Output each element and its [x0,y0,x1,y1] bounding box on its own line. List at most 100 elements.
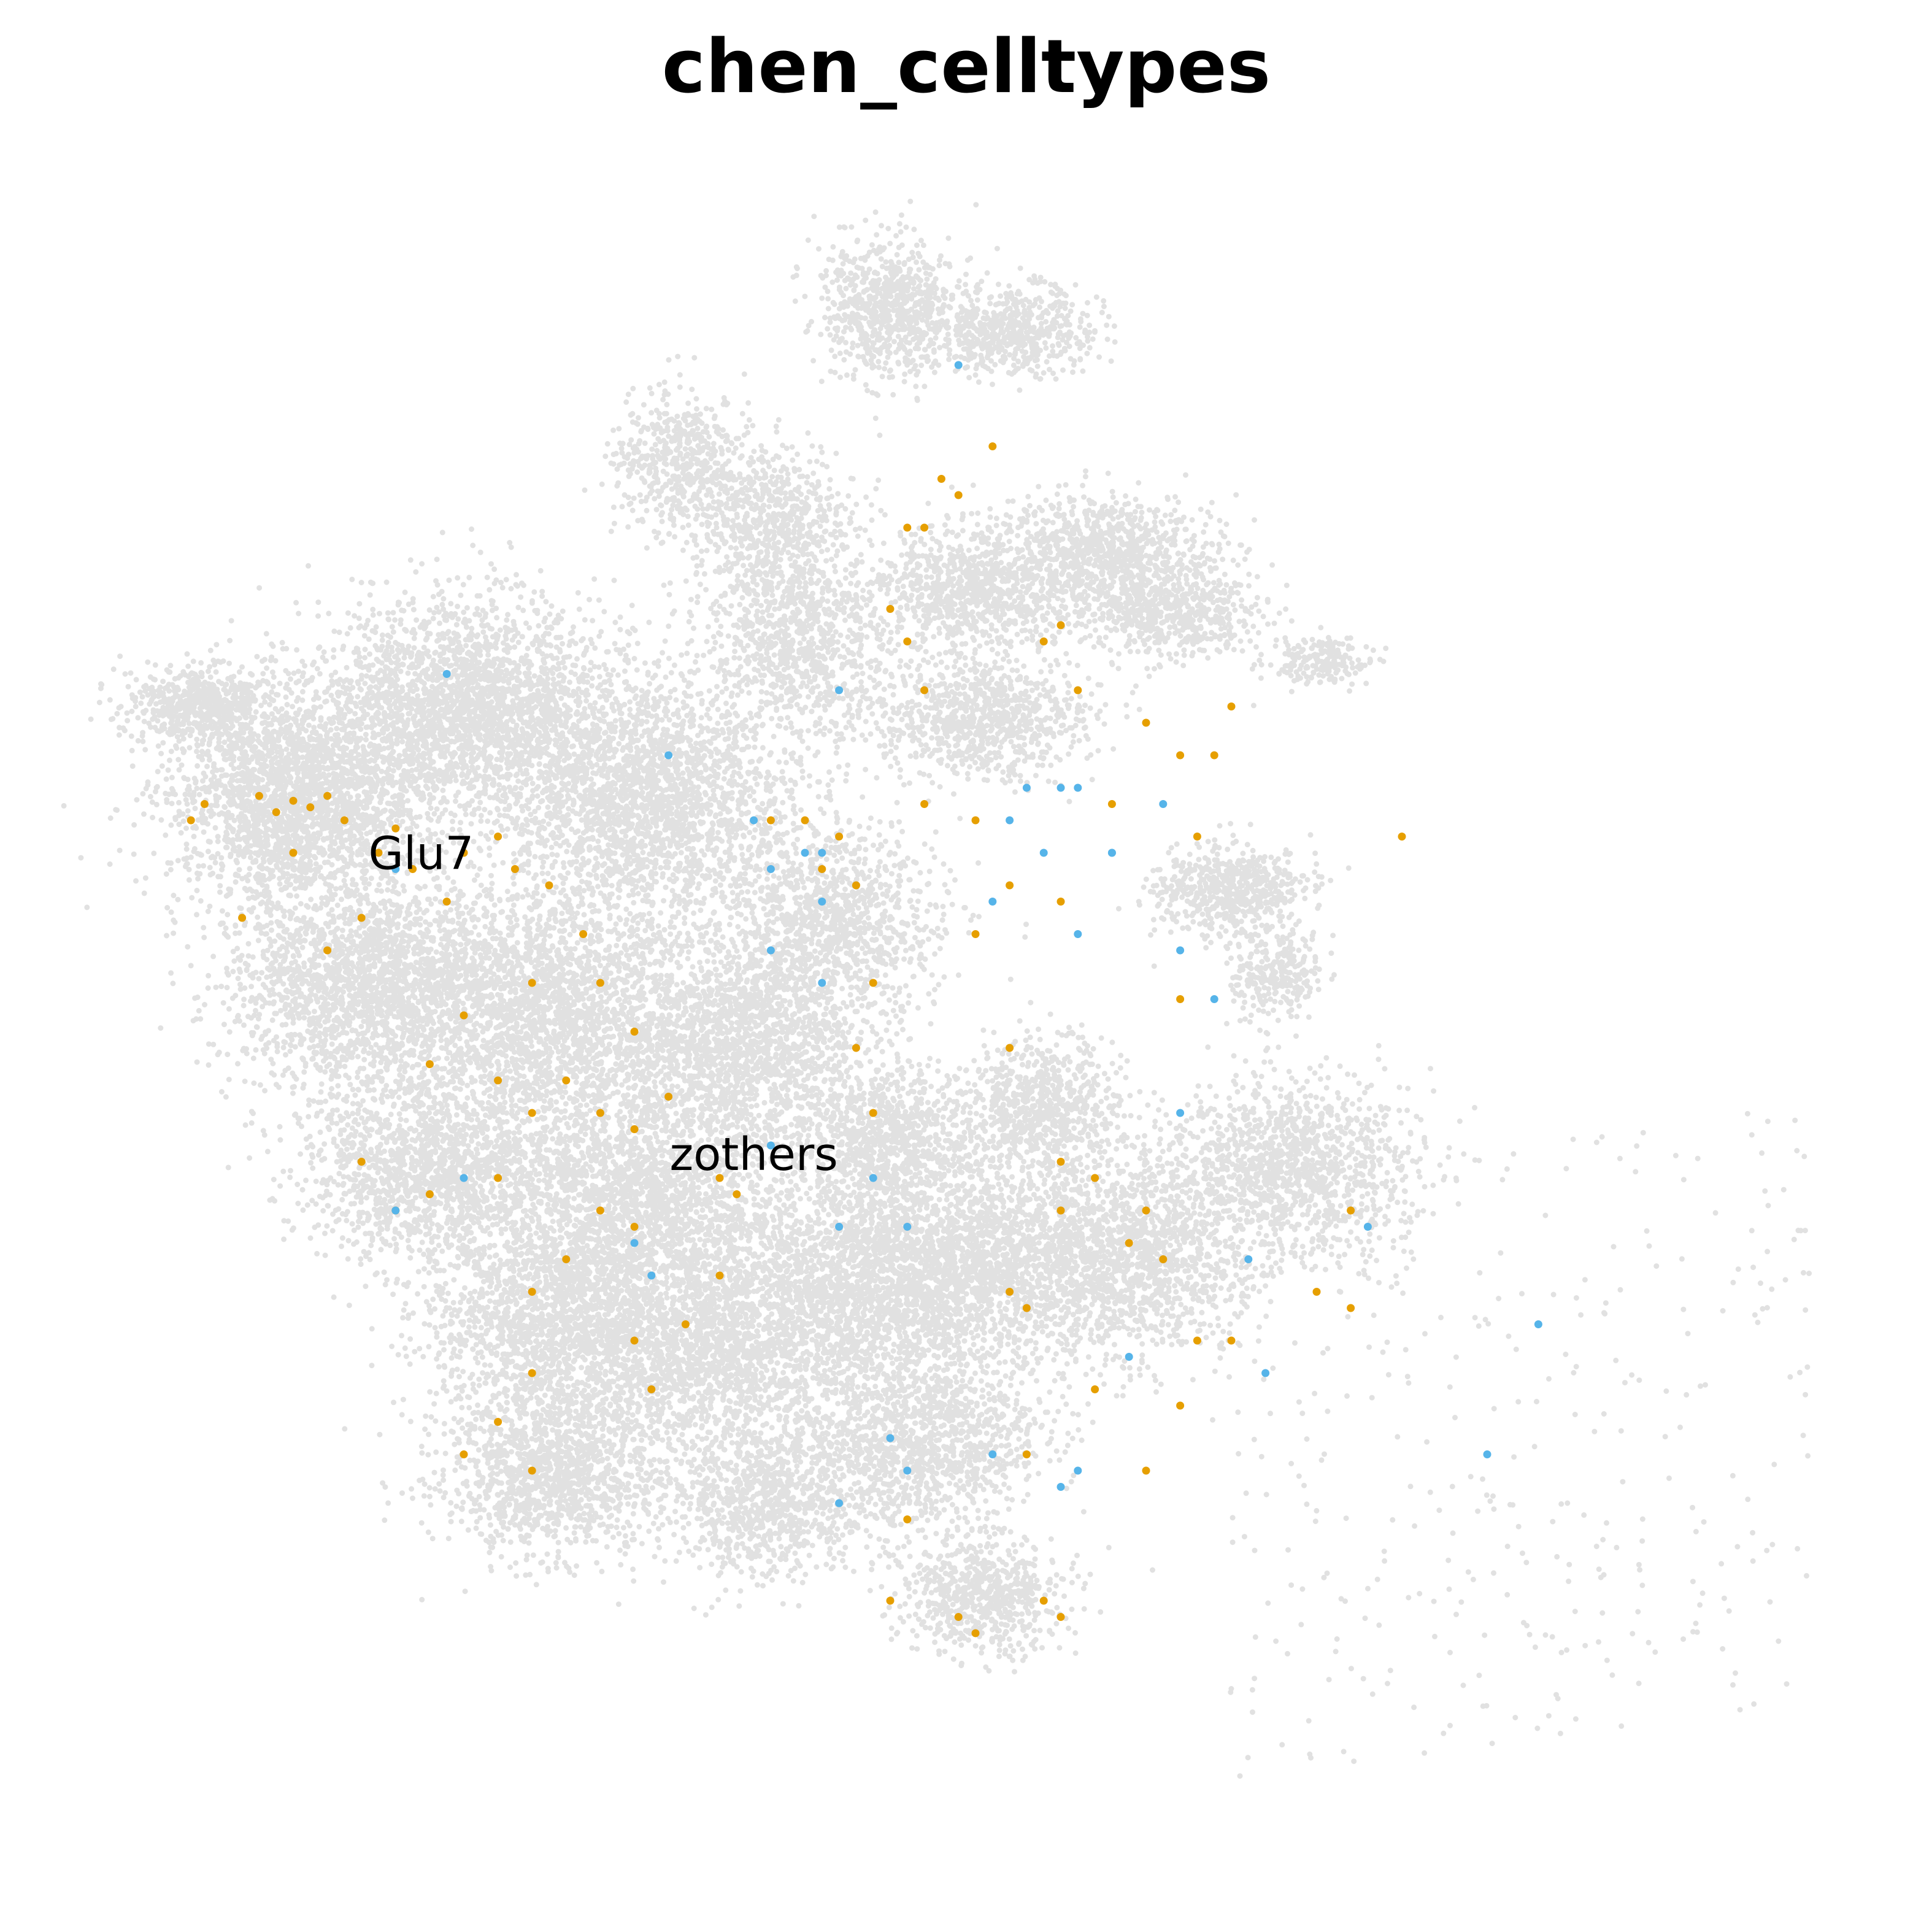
cell-point [937,475,945,483]
cell-point [1056,1483,1065,1491]
cell-point [391,824,400,833]
cell-point [494,1418,502,1426]
cell-point [1363,1223,1372,1231]
cell-point [852,1044,860,1052]
background-cell-cloud [61,198,1812,1779]
cell-point [1006,1288,1014,1296]
cell-point [1534,1320,1542,1328]
cell-point [852,881,860,890]
cell-point [596,979,604,987]
cell-point [818,849,826,857]
cell-point [971,816,980,825]
cell-point [1261,1369,1270,1377]
cell-point [272,808,280,817]
cell-point [1022,1450,1031,1458]
cell-point [323,791,332,800]
cell-point [1210,995,1218,1003]
chart-title: chen_celltypes [662,25,1271,110]
cell-point [1107,800,1116,808]
cell-point [528,1466,536,1475]
cell-point [200,800,209,808]
cell-point [391,1206,400,1215]
cell-point [869,1174,877,1182]
cell-point [1022,783,1031,792]
cell-point [835,1223,844,1231]
cell-point [1056,898,1065,906]
cell-point [954,361,963,369]
cell-point [1398,833,1406,841]
cell-point [920,800,929,808]
cell-point [886,1596,895,1605]
cell-point [1125,1239,1133,1247]
cell-point [289,849,298,857]
cell-point [1091,1385,1099,1393]
cell-point [869,979,877,987]
cell-point [818,979,826,987]
cell-point [835,1499,844,1507]
cell-point [460,849,468,857]
cell-point [510,865,519,873]
cell-point [818,898,826,906]
cell-point [1006,1044,1014,1052]
cell-point [1312,1288,1321,1296]
cell-point [409,865,417,873]
cell-point [494,833,502,841]
cell-point [1483,1450,1491,1458]
cell-point [1193,833,1201,841]
cell-point [1006,881,1014,890]
cell-point [1056,621,1065,629]
cell-point [715,1271,724,1280]
cell-point [545,881,553,890]
cell-point [442,670,451,678]
cell-point [971,930,980,938]
cell-point [1210,751,1218,760]
cell-point [988,898,997,906]
cell-point [1039,849,1048,857]
cell-point [289,796,298,805]
cell-point [766,946,775,955]
cell-point [886,605,895,613]
cell-point [733,1190,741,1198]
cell-point [903,1466,912,1475]
cell-point [630,1028,639,1036]
cell-point [766,1141,775,1150]
background-cells-layer [61,198,1812,1779]
cell-point [835,686,844,695]
cell-point [562,1255,571,1263]
cell-point [801,816,809,825]
cell-point [187,816,195,825]
cell-point [750,816,758,825]
cell-point [460,1450,468,1458]
cell-point [1039,637,1048,645]
cell-point [1056,1206,1065,1215]
cell-point [1142,718,1150,727]
cell-point [1074,930,1082,938]
cell-point [1227,702,1236,710]
cell-point [903,523,912,532]
cell-point [1056,1613,1065,1621]
cell-point [1193,1336,1201,1345]
cell-point [1176,1401,1185,1410]
cell-point [494,1076,502,1085]
cell-point [323,946,332,955]
cell-point [425,1060,434,1068]
cell-point [1142,1466,1150,1475]
cell-point [920,686,929,695]
cell-point [801,849,809,857]
cell-point [357,1158,366,1166]
cell-point [1056,1158,1065,1166]
cell-point [1347,1206,1355,1215]
cell-point [630,1223,639,1231]
cell-point [1176,946,1185,955]
cell-point [835,833,844,841]
cell-point [766,865,775,873]
cell-point [1142,1206,1150,1215]
cell-point [425,1190,434,1198]
cell-point [1159,800,1168,808]
cell-point [1244,1255,1253,1263]
cell-point [988,442,997,450]
cell-point [1159,1255,1168,1263]
cell-point [818,865,826,873]
cell-point [1056,783,1065,792]
cell-point [630,1336,639,1345]
